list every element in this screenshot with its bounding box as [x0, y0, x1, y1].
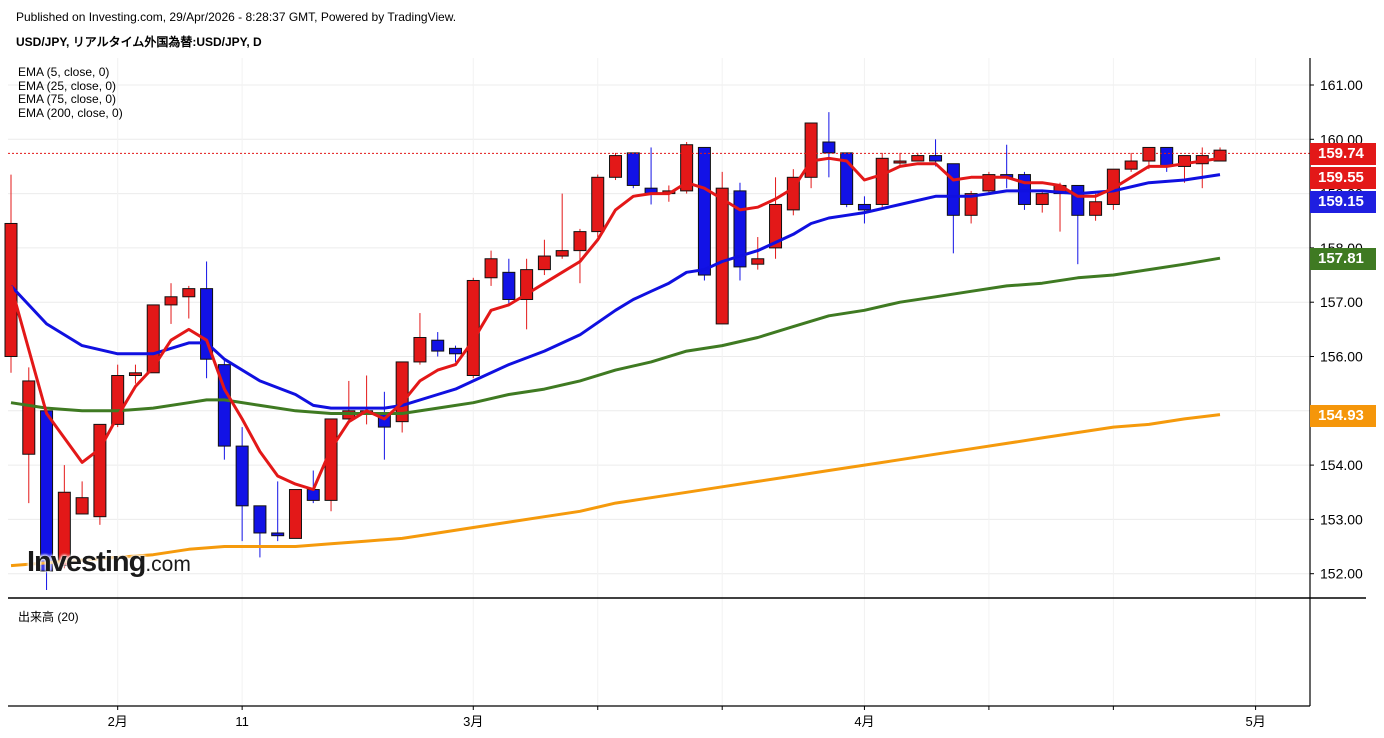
published-info: Published on Investing.com, 29/Apr/2026 …	[16, 10, 457, 24]
y-tick-label: 156.00	[1320, 349, 1363, 365]
candle-body	[609, 155, 623, 178]
y-tick-label: 161.00	[1320, 77, 1363, 93]
legend-ema25[interactable]: EMA (25, close, 0)	[18, 78, 117, 93]
volume-label: 出来高 (20)	[18, 610, 79, 624]
y-tick-label: 152.00	[1320, 566, 1363, 582]
candle-body	[591, 176, 605, 233]
ema-lines	[8, 152, 1310, 568]
ema200-line	[10, 413, 1221, 568]
candle-body	[893, 160, 907, 164]
candle-body	[75, 497, 89, 515]
candle-body	[537, 255, 551, 271]
candle-body	[555, 250, 569, 257]
grid-lines	[8, 58, 1310, 706]
x-tick-label: 2月	[108, 714, 128, 729]
candle-body	[1089, 201, 1103, 216]
candle-body	[946, 163, 960, 216]
candle-body	[413, 336, 427, 363]
candle-body	[466, 279, 480, 377]
price-label-current: 159.74	[1310, 143, 1376, 165]
chart-title: USD/JPY, リアルタイム外国為替:USD/JPY, D	[16, 35, 262, 49]
candle-body	[1035, 193, 1049, 205]
price-label-ema25: 159.15	[1310, 191, 1376, 213]
axes	[8, 58, 1366, 710]
candle-body	[573, 231, 587, 252]
price-label-ema5: 159.55	[1310, 167, 1376, 189]
candle-body	[929, 155, 943, 162]
candle-body	[22, 380, 36, 455]
x-tick-label: 4月	[854, 714, 874, 729]
candle-body	[875, 157, 889, 205]
candle-body	[288, 489, 302, 539]
candle-body	[1071, 184, 1085, 216]
candle-body	[431, 339, 445, 352]
ema75-line	[10, 256, 1221, 415]
candle-body	[235, 445, 249, 507]
candle-body	[57, 491, 71, 567]
price-label-ema200: 154.93	[1310, 405, 1376, 427]
candle-body	[751, 258, 765, 265]
y-tick-label: 154.00	[1320, 457, 1363, 473]
candle-body	[253, 505, 267, 534]
candle-body	[182, 288, 196, 298]
candle-body	[484, 258, 498, 279]
price-label-ema75: 157.81	[1310, 248, 1376, 270]
candle-body	[715, 187, 729, 325]
candle-body	[697, 146, 711, 276]
legend-ema75[interactable]: EMA (75, close, 0)	[18, 92, 117, 106]
candle-body	[1177, 155, 1191, 167]
candle-body	[93, 423, 107, 518]
candle-body	[146, 304, 160, 374]
candle-body	[822, 141, 836, 154]
ema25-line	[9, 173, 1221, 410]
ema5-line	[9, 156, 1221, 491]
candle-body	[164, 296, 178, 306]
x-tick-label: 5月	[1245, 714, 1265, 729]
candle-body	[271, 532, 285, 537]
logo-suffix: .com	[145, 553, 191, 576]
candle-body	[626, 152, 640, 186]
candle-body	[1142, 146, 1156, 162]
y-tick-label: 153.00	[1320, 511, 1363, 527]
candle-body	[1124, 160, 1138, 170]
legend-ema200[interactable]: EMA (200, close, 0)	[18, 105, 123, 120]
candle-body	[964, 193, 978, 216]
candle-body	[306, 489, 320, 501]
axis-labels: 152.00153.00154.00155.00156.00157.00158.…	[108, 77, 1363, 729]
x-tick-label: 3月	[463, 714, 483, 729]
y-tick-label: 157.00	[1320, 294, 1363, 310]
candle-body	[128, 372, 142, 377]
investing-logo: Investing.com	[27, 546, 191, 579]
logo-brand: Investing	[27, 546, 146, 578]
legend-ema5[interactable]: EMA (5, close, 0)	[18, 65, 110, 79]
candle-body	[449, 347, 462, 355]
candle-body	[680, 144, 694, 192]
candle-body	[769, 203, 783, 249]
candle-body	[1213, 149, 1227, 162]
x-tick-label: 11	[235, 714, 249, 729]
candle-body	[1160, 146, 1174, 167]
candle-body	[911, 155, 925, 162]
candle-body	[502, 271, 516, 300]
candle-body	[857, 203, 871, 211]
